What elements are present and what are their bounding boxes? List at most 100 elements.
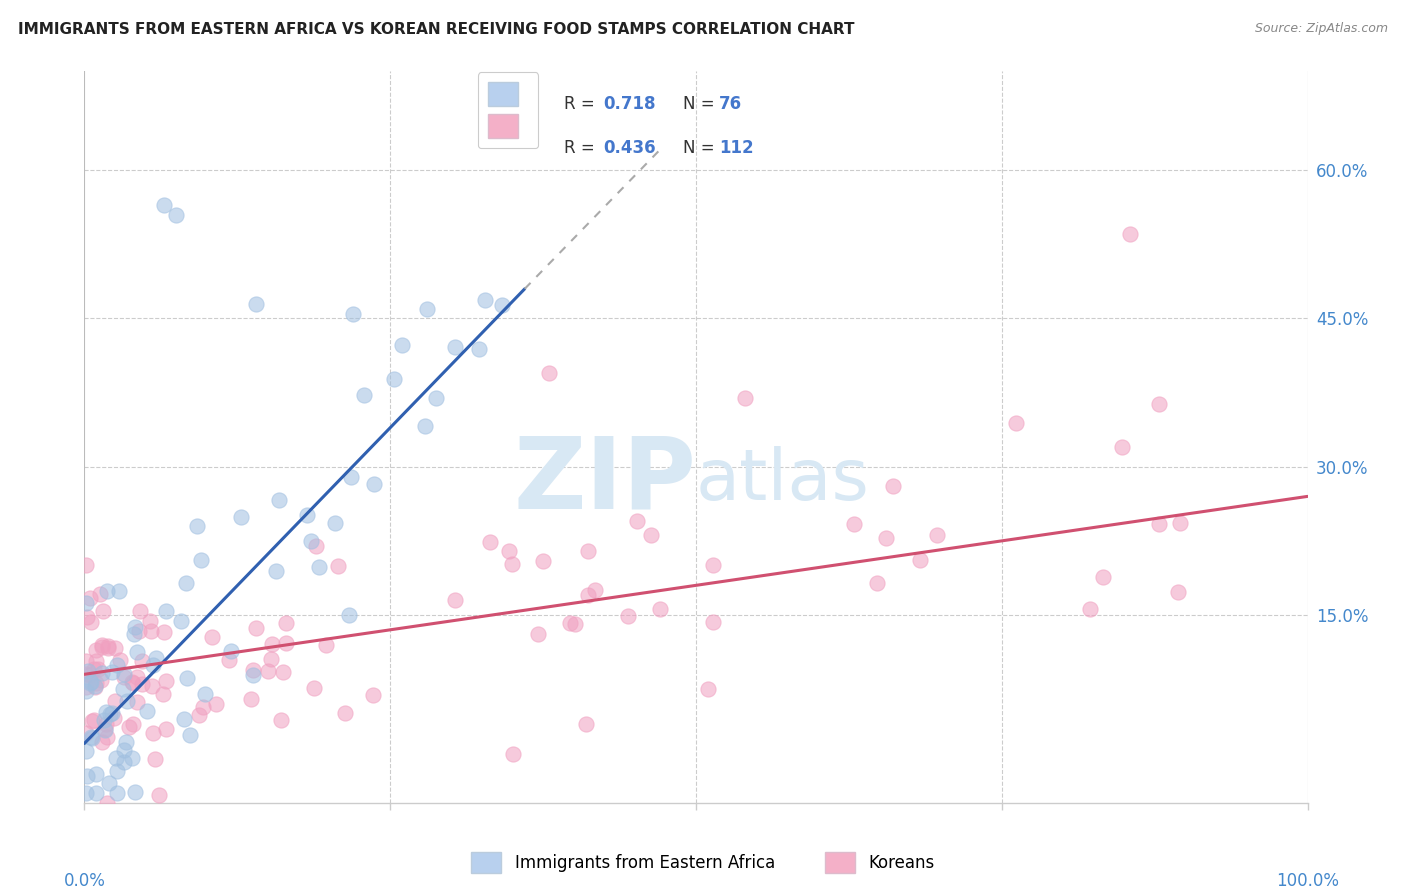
Point (148, 788, 170, 802)
Point (502, 747, 524, 761)
Text: Source: ZipAtlas.com: Source: ZipAtlas.com (1254, 22, 1388, 36)
Point (90, 640, 112, 654)
Point (640, 528, 662, 542)
Point (75, 596, 97, 610)
Point (75, 680, 97, 694)
Point (1147, 516, 1170, 531)
Point (242, 668, 264, 682)
Legend: , : , (478, 72, 538, 148)
Point (875, 531, 897, 545)
Point (176, 671, 198, 685)
Point (153, 198, 176, 212)
Point (80, 730, 103, 744)
Point (382, 371, 405, 385)
Point (734, 391, 756, 405)
Point (526, 627, 548, 641)
Point (335, 706, 357, 720)
Point (82, 714, 104, 729)
Point (170, 614, 193, 628)
Text: 0.718: 0.718 (603, 95, 655, 113)
Point (323, 516, 346, 530)
Point (155, 723, 177, 737)
Point (103, 711, 125, 725)
Point (242, 663, 264, 677)
Point (121, 676, 143, 690)
Point (112, 743, 135, 757)
Point (1005, 416, 1028, 430)
Point (97, 776, 120, 790)
Point (576, 544, 599, 558)
Point (697, 682, 720, 697)
Point (315, 639, 337, 653)
Point (86, 786, 108, 800)
Point (75, 558, 97, 572)
Point (1167, 585, 1189, 599)
Point (79, 676, 101, 690)
Point (84, 767, 107, 781)
Point (136, 704, 159, 718)
Point (111, 682, 134, 697)
Point (118, 720, 141, 734)
Point (271, 665, 294, 680)
Point (105, 658, 128, 673)
Point (326, 558, 349, 573)
Point (84, 642, 107, 657)
Text: atlas: atlas (696, 447, 870, 516)
Point (187, 708, 209, 723)
Point (76, 664, 98, 678)
Point (121, 751, 143, 765)
Point (104, 641, 127, 656)
Point (75, 786, 97, 800)
Point (256, 665, 278, 679)
Point (501, 557, 523, 571)
Point (96, 717, 118, 731)
Legend: Immigrants from Eastern Africa, Koreans: Immigrants from Eastern Africa, Koreans (465, 846, 941, 880)
Point (115, 735, 138, 749)
Point (115, 694, 138, 708)
Point (90, 673, 112, 688)
Point (564, 617, 586, 632)
Point (474, 293, 496, 308)
Point (558, 615, 581, 630)
Point (94, 723, 117, 737)
Point (124, 620, 146, 634)
Point (179, 728, 201, 742)
Point (108, 583, 131, 598)
Text: R =: R = (564, 95, 600, 113)
Point (305, 539, 328, 553)
Point (89, 587, 111, 601)
Point (84, 675, 107, 690)
Point (142, 726, 165, 740)
Point (274, 635, 297, 649)
Point (96, 584, 118, 599)
Point (302, 681, 325, 695)
Point (498, 543, 520, 558)
Point (131, 677, 153, 691)
Text: ZIP: ZIP (513, 433, 696, 530)
Point (1092, 570, 1115, 584)
Point (125, 645, 148, 659)
Point (93, 714, 115, 728)
Point (702, 615, 724, 629)
Text: R =: R = (564, 139, 600, 157)
Point (842, 517, 865, 532)
Point (1168, 516, 1191, 530)
Point (98, 706, 121, 721)
Point (413, 419, 436, 434)
Point (84, 680, 107, 694)
Point (124, 784, 146, 798)
Point (155, 604, 177, 618)
Point (650, 602, 672, 616)
Point (200, 630, 222, 644)
Point (141, 679, 163, 693)
Text: 0.436: 0.436 (603, 139, 655, 157)
Point (128, 624, 150, 639)
Point (79, 591, 101, 605)
Point (626, 514, 648, 528)
Point (617, 609, 640, 624)
Point (91, 665, 114, 680)
Point (274, 615, 297, 630)
Point (425, 391, 447, 405)
Point (308, 560, 330, 574)
Point (702, 558, 724, 573)
